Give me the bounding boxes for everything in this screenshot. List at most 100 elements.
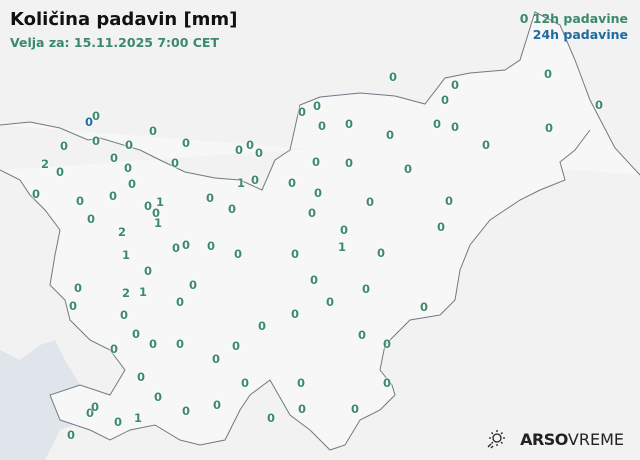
station-value-12h: 0 <box>75 194 85 208</box>
station-value-12h: 0 <box>254 146 264 160</box>
station-value-12h: 0 <box>311 155 321 169</box>
station-value-12h: 0 <box>543 67 553 81</box>
station-value-12h: 0 <box>287 176 297 190</box>
station-value-12h: 0 <box>440 93 450 107</box>
station-value-12h: 0 <box>313 186 323 200</box>
station-value-12h: 0 <box>188 278 198 292</box>
station-value-12h: 0 <box>444 194 454 208</box>
valid-time: Velja za: 15.11.2025 7:00 CET <box>10 35 219 50</box>
station-value-12h: 0 <box>403 162 413 176</box>
station-value-12h: 0 <box>245 138 255 152</box>
station-value-12h: 0 <box>181 404 191 418</box>
station-value-12h: 0 <box>234 143 244 157</box>
station-value-12h: 0 <box>339 223 349 237</box>
station-value-12h: 0 <box>148 124 158 138</box>
page-title: Količina padavin [mm] <box>10 9 238 30</box>
station-value-12h: 0 <box>432 117 442 131</box>
sun-rain-icon <box>487 430 506 449</box>
station-value-12h: 0 <box>66 428 76 442</box>
station-value-12h: 0 <box>113 415 123 429</box>
country-border <box>0 11 640 451</box>
station-value-12h: 0 <box>240 376 250 390</box>
station-value-12h: 0 <box>365 195 375 209</box>
station-value-12h: 0 <box>297 402 307 416</box>
station-value-12h: 0 <box>143 199 153 213</box>
station-value-12h: 0 <box>257 319 267 333</box>
station-value-12h: 0 <box>266 411 276 425</box>
brand-logo: ARSOVREME <box>486 429 624 449</box>
station-value-12h: 1 <box>153 216 163 230</box>
station-value-12h: 0 <box>73 281 83 295</box>
station-value-12h: 0 <box>307 206 317 220</box>
station-value-12h: 0 <box>143 264 153 278</box>
station-value-12h: 0 <box>344 117 354 131</box>
station-value-12h: 1 <box>138 285 148 299</box>
station-value-12h: 0 <box>344 156 354 170</box>
legend-sample: 0 <box>519 11 529 26</box>
station-value-12h: 0 <box>171 241 181 255</box>
sea <box>0 340 95 460</box>
legend: 0 12h padavine 24h padavine <box>520 11 628 43</box>
station-value-12h: 0 <box>290 247 300 261</box>
station-value-12h: 0 <box>55 165 65 179</box>
station-value-12h: 0 <box>124 138 134 152</box>
station-value-12h: 1 <box>236 176 246 190</box>
station-value-12h: 0 <box>297 105 307 119</box>
station-value-12h: 0 <box>109 342 119 356</box>
station-value-12h: 0 <box>206 239 216 253</box>
station-value-12h: 0 <box>85 406 95 420</box>
station-value-12h: 0 <box>91 134 101 148</box>
station-value-12h: 0 <box>357 328 367 342</box>
station-value-12h: 0 <box>350 402 360 416</box>
station-value-12h: 0 <box>131 327 141 341</box>
station-value-12h: 0 <box>325 295 335 309</box>
station-value-12h: 0 <box>151 206 161 220</box>
station-value-12h: 0 <box>227 202 237 216</box>
station-value-12h: 0 <box>91 109 101 123</box>
station-value-12h: 0 <box>361 282 371 296</box>
station-value-12h: 0 <box>296 376 306 390</box>
station-value-12h: 0 <box>175 337 185 351</box>
station-value-12h: 0 <box>181 136 191 150</box>
station-value-12h: 1 <box>155 195 165 209</box>
station-value-12h: 0 <box>181 238 191 252</box>
station-value-12h: 0 <box>382 376 392 390</box>
station-value-12h: 0 <box>312 99 322 113</box>
station-value-12h: 0 <box>148 337 158 351</box>
station-value-12h: 0 <box>450 120 460 134</box>
station-value-12h: 0 <box>127 177 137 191</box>
station-value-12h: 0 <box>594 98 604 112</box>
station-value-12h: 0 <box>153 390 163 404</box>
station-value-12h: 0 <box>309 273 319 287</box>
station-value-12h: 1 <box>121 248 131 262</box>
legend-12h: 0 12h padavine <box>519 11 628 26</box>
station-value-12h: 0 <box>231 339 241 353</box>
station-value-12h: 0 <box>108 189 118 203</box>
station-value-12h: 0 <box>290 307 300 321</box>
station-value-12h: 0 <box>212 398 222 412</box>
station-value-12h: 0 <box>119 308 129 322</box>
station-value-12h: 0 <box>233 247 243 261</box>
station-value-24h: 0 <box>84 115 94 129</box>
station-value-12h: 0 <box>205 191 215 205</box>
station-value-12h: 0 <box>436 220 446 234</box>
station-value-12h: 0 <box>175 295 185 309</box>
station-value-12h: 0 <box>86 212 96 226</box>
station-value-12h: 0 <box>450 78 460 92</box>
station-value-12h: 2 <box>117 225 127 239</box>
station-value-12h: 0 <box>544 121 554 135</box>
station-value-12h: 1 <box>337 240 347 254</box>
station-value-12h: 0 <box>376 246 386 260</box>
station-value-12h: 0 <box>31 187 41 201</box>
station-value-12h: 0 <box>388 70 398 84</box>
legend-24h: 24h padavine <box>532 27 628 42</box>
station-value-12h: 0 <box>419 300 429 314</box>
station-value-12h: 0 <box>109 151 119 165</box>
station-value-12h: 1 <box>133 411 143 425</box>
station-value-12h: 0 <box>170 156 180 170</box>
station-value-12h: 0 <box>136 370 146 384</box>
station-value-12h: 0 <box>68 299 78 313</box>
station-value-12h: 0 <box>385 128 395 142</box>
station-value-12h: 0 <box>250 173 260 187</box>
